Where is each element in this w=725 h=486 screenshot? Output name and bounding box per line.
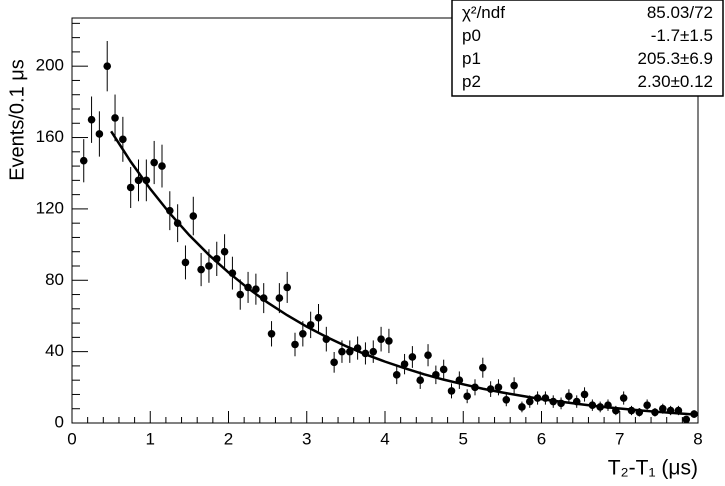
data-point xyxy=(377,335,385,343)
data-point xyxy=(619,394,628,402)
data-point xyxy=(408,353,417,361)
data-point xyxy=(369,347,378,356)
stats-box-frame xyxy=(451,0,724,97)
stats-box: χ²/ndf 85.03/72 p0 -1.7±1.5 p1 205.3±6.9 p2 2.3… xyxy=(451,0,724,97)
data-point xyxy=(95,130,104,138)
data-point xyxy=(643,401,651,409)
data-point xyxy=(494,383,503,392)
data-point xyxy=(267,329,276,338)
y-tick-label: 200 xyxy=(36,56,64,75)
x-tick-label: 4 xyxy=(380,429,389,448)
data-point xyxy=(103,62,112,70)
data-point xyxy=(510,381,518,390)
y-tick-label: 80 xyxy=(45,270,64,289)
data-point xyxy=(299,329,307,338)
data-point xyxy=(565,392,573,401)
x-tick-label: 5 xyxy=(459,429,468,448)
data-point xyxy=(447,387,456,395)
stats-label: p1 xyxy=(462,49,481,68)
data-point xyxy=(205,262,213,270)
stats-value: 205.3±6.9 xyxy=(637,49,713,68)
data-point xyxy=(181,258,190,267)
x-axis-label: T₂-T₁ (μs) xyxy=(608,457,698,480)
data-point xyxy=(338,347,346,356)
stats-value: 85.03/72 xyxy=(647,3,713,22)
data-point xyxy=(119,135,127,144)
data-point xyxy=(400,360,409,368)
data-point xyxy=(87,115,96,124)
data-point xyxy=(439,365,448,374)
x-tick-label: 6 xyxy=(537,429,546,448)
data-point xyxy=(220,247,229,256)
data-point xyxy=(525,397,534,406)
data-point xyxy=(463,392,471,401)
stats-label: p0 xyxy=(462,26,481,45)
y-tick-label: 120 xyxy=(36,198,64,217)
data-point xyxy=(126,183,135,192)
data-point xyxy=(134,176,143,185)
x-tick-label: 8 xyxy=(693,429,702,448)
data-point xyxy=(580,390,589,399)
data-point xyxy=(479,363,487,372)
x-tick-label: 0 xyxy=(67,429,76,448)
data-point xyxy=(158,162,166,170)
data-point xyxy=(502,396,511,404)
x-tick-label: 7 xyxy=(615,429,624,448)
x-tick-label: 2 xyxy=(224,429,233,448)
data-point xyxy=(392,371,401,379)
y-axis-label: Events/0.1 μs xyxy=(6,59,28,181)
data-point xyxy=(682,415,691,424)
x-tick-label: 3 xyxy=(302,429,311,448)
data-point xyxy=(658,404,667,413)
y-tick-label: 0 xyxy=(55,412,64,431)
data-point xyxy=(150,158,158,167)
stats-value: -1.7±1.5 xyxy=(651,26,713,45)
data-point xyxy=(416,376,425,384)
data-point xyxy=(385,337,393,345)
data-point xyxy=(111,114,119,122)
data-point xyxy=(330,358,338,367)
stats-label: χ²/ndf xyxy=(462,3,505,22)
stats-label: p2 xyxy=(462,72,481,91)
data-point xyxy=(189,212,198,220)
data-point xyxy=(79,156,88,165)
data-point xyxy=(236,290,245,299)
data-point xyxy=(518,403,526,411)
data-point xyxy=(283,283,291,292)
y-tick-label: 40 xyxy=(45,341,64,360)
data-point xyxy=(291,340,299,349)
y-tick-label: 160 xyxy=(36,127,64,146)
data-point xyxy=(314,313,323,322)
stats-value: 2.30±0.12 xyxy=(637,72,713,91)
data-point xyxy=(424,351,432,360)
data-point xyxy=(197,265,205,274)
data-point xyxy=(275,294,284,302)
x-tick-label: 1 xyxy=(146,429,155,448)
fit-curve xyxy=(110,130,699,417)
